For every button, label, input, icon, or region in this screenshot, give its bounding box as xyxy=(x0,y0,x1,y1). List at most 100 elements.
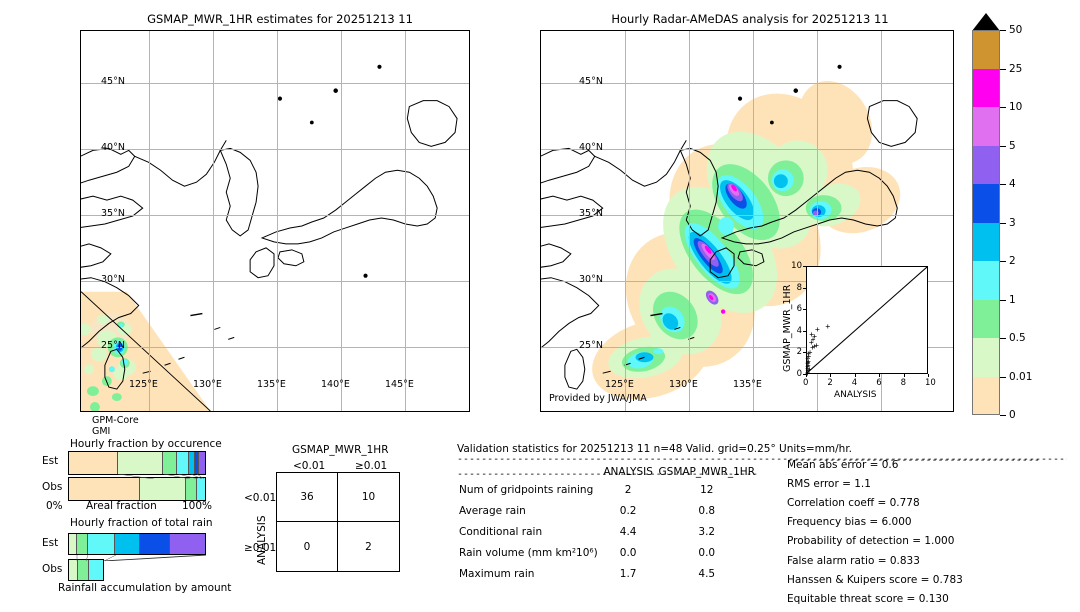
scatter-xtick-0 xyxy=(806,374,807,377)
lat-label-45n: 45°N xyxy=(101,76,125,87)
contingency-cell-0-1: 10 xyxy=(338,473,399,522)
gridline-lat-25 xyxy=(81,347,469,348)
lat-label-35n: 35°N xyxy=(579,208,603,219)
fraction-total-rain-est-segment-2 xyxy=(88,534,116,554)
fraction-occurrence-bar-est[interactable] xyxy=(68,451,206,475)
statistics-row: Conditional rain 4.4 3.2 xyxy=(457,521,757,542)
gsmap-estimates-map[interactable]: 45°N 40°N 35°N 30°N 25°N 125°E 130°E 135… xyxy=(80,30,470,412)
contingency-table[interactable]: 36 10 0 2 xyxy=(276,472,400,572)
lat-label-40n: 40°N xyxy=(101,142,125,153)
colorbar-tick-2 xyxy=(1000,107,1006,108)
fraction-occurrence-bar-obs[interactable] xyxy=(68,477,206,501)
colorbar-segment-5 xyxy=(972,222,1000,261)
statistics-row-analysis-value: 2 xyxy=(624,483,632,496)
scatter-point-4: + xyxy=(805,364,811,374)
scatter-point-21: + xyxy=(807,365,812,375)
scatter-xticklabel-6: 6 xyxy=(876,378,882,388)
scatter-point-23: + xyxy=(805,357,811,367)
precipitation-colorbar[interactable]: 50 25 10 5 4 3 2 1 0.5 0.01 0 xyxy=(972,13,1032,421)
lat-label-35n: 35°N xyxy=(101,208,125,219)
statistics-row-label: Rain volume (mm km²10⁶) xyxy=(459,546,598,559)
colorbar-segment-9 xyxy=(972,376,1000,415)
fraction-occurrence-est-segment-2 xyxy=(162,452,178,474)
fraction-occurrence-obs-segment-3 xyxy=(196,478,205,500)
gridline-lon-125 xyxy=(149,31,150,411)
fraction-occurrence-est-segment-1 xyxy=(117,452,163,474)
gridline-lat-40 xyxy=(541,149,953,150)
stats-divider-top: ----------------------------------------… xyxy=(457,455,1067,464)
colorbar-label-0.01: 0.01 xyxy=(1009,370,1033,383)
fraction-occurrence-est-segment-5 xyxy=(195,452,199,474)
left-panel-title: GSMAP_MWR_1HR estimates for 20251213 11 xyxy=(147,12,413,26)
fraction-occurrence-axis-max: 100% xyxy=(182,500,213,512)
scatter-point-9: + xyxy=(806,351,812,361)
scatter-point-6: + xyxy=(805,359,811,369)
fraction-occurrence-obs-segment-2 xyxy=(185,478,197,500)
statistics-table: ANALYSIS GSMAP_MWR_1HR Num of gridpoints… xyxy=(457,465,757,584)
fraction-occurrence-est-segment-3 xyxy=(177,452,190,474)
scatter-point-7: + xyxy=(806,356,811,366)
scatter-yticklabel-10: 10 xyxy=(791,261,802,271)
fraction-total-rain-est-segment-1 xyxy=(77,534,89,554)
colorbar-tick-6 xyxy=(1000,261,1006,262)
statistics-score-4: Probability of detection = 1.000 xyxy=(787,535,955,548)
scatter-point-16: + xyxy=(810,334,816,344)
stats-divider-right: ----------------------------------------… xyxy=(787,456,1040,465)
fraction-occurrence-est-segment-4 xyxy=(189,452,196,474)
gridline-lat-40 xyxy=(81,149,469,150)
statistics-row-analysis-value: 1.7 xyxy=(619,567,637,580)
lon-label-125e: 125°E xyxy=(129,379,158,390)
scatter-xticklabel-8: 8 xyxy=(900,378,907,388)
colorbar-segment-7 xyxy=(972,299,1000,338)
scatter-x-axis-label: ANALYSIS xyxy=(834,390,877,400)
scatter-xtick-6 xyxy=(879,374,881,377)
statistics-row-gsmap-value: 4.5 xyxy=(698,567,716,580)
statistics-score-1: RMS error = 1.1 xyxy=(787,477,871,490)
scatter-point-5: + xyxy=(805,361,811,371)
statistics-scores-list: Mean abs error = 0.6 RMS error = 1.1 Corre… xyxy=(787,455,1067,609)
statistics-score-3: Frequency bias = 6.000 xyxy=(787,516,912,529)
colorbar-overflow-arrow xyxy=(972,13,1000,31)
statistics-col-analysis: ANALYSIS xyxy=(603,466,653,478)
contingency-col-header-0: <0.01 xyxy=(293,460,326,472)
fraction-total-rain-obs-segment-0 xyxy=(69,560,78,580)
colorbar-segment-1 xyxy=(972,68,1000,107)
scatter-ytick-10 xyxy=(803,266,806,267)
left-panel-attribution: GPM-Core GMI xyxy=(92,415,139,437)
statistics-row-label: Maximum rain xyxy=(459,567,535,580)
contingency-col-header-title: GSMAP_MWR_1HR xyxy=(292,444,389,456)
fraction-total-rain-obs-segment-1 xyxy=(77,560,89,580)
fraction-total-rain-est-segment-3 xyxy=(115,534,140,554)
fraction-occurrence-obs-segment-0 xyxy=(69,478,140,500)
statistics-row: Rain volume (mm km²10⁶) 0.0 0.0 xyxy=(457,542,757,563)
fraction-total-rain-bar-obs[interactable] xyxy=(68,559,104,581)
analysis-vs-gsmap-scatter[interactable]: + + + + + + + + + + + + + + + + + + + + + + + + xyxy=(805,266,928,378)
colorbar-label-5: 5 xyxy=(1009,139,1016,152)
validation-statistics-block: Validation statistics for 20251213 11 n=… xyxy=(457,443,1067,605)
fraction-total-rain-bar-est[interactable] xyxy=(68,533,206,555)
scatter-yticklabel-6: 6 xyxy=(796,304,802,315)
scatter-point-12: + xyxy=(810,343,815,352)
statistics-score-7: Equitable threat score = 0.130 xyxy=(787,592,949,605)
colorbar-tick-8 xyxy=(1000,338,1006,339)
fraction-total-rain-row-label-obs: Obs xyxy=(42,563,63,575)
gridline-lon-130 xyxy=(689,31,690,411)
lon-label-140e: 140°E xyxy=(321,379,350,390)
scatter-point-1: + xyxy=(805,368,811,378)
scatter-point-13: + xyxy=(811,341,817,351)
colorbar-tick-7 xyxy=(1000,299,1006,301)
contingency-row-axis-label: ANALYSIS xyxy=(256,515,268,565)
one-to-one-line xyxy=(807,267,927,373)
gridline-lon-145 xyxy=(881,31,882,411)
fraction-occurrence-est-segment-6 xyxy=(198,452,205,474)
gridline-lon-125 xyxy=(625,31,626,411)
fraction-total-rain-obs-segment-2 xyxy=(88,560,103,580)
colorbar-tick-1 xyxy=(1000,68,1006,70)
contingency-cell-0-0: 36 xyxy=(277,473,338,522)
lon-label-145e: 145°E xyxy=(385,379,414,390)
scatter-point-11: + xyxy=(807,347,813,357)
statistics-row-analysis-value: 0.0 xyxy=(619,546,637,559)
scatter-point-22: + xyxy=(805,362,811,372)
lat-label-25n: 25°N xyxy=(101,340,125,351)
statistics-row: Average rain 0.2 0.8 xyxy=(457,500,757,521)
